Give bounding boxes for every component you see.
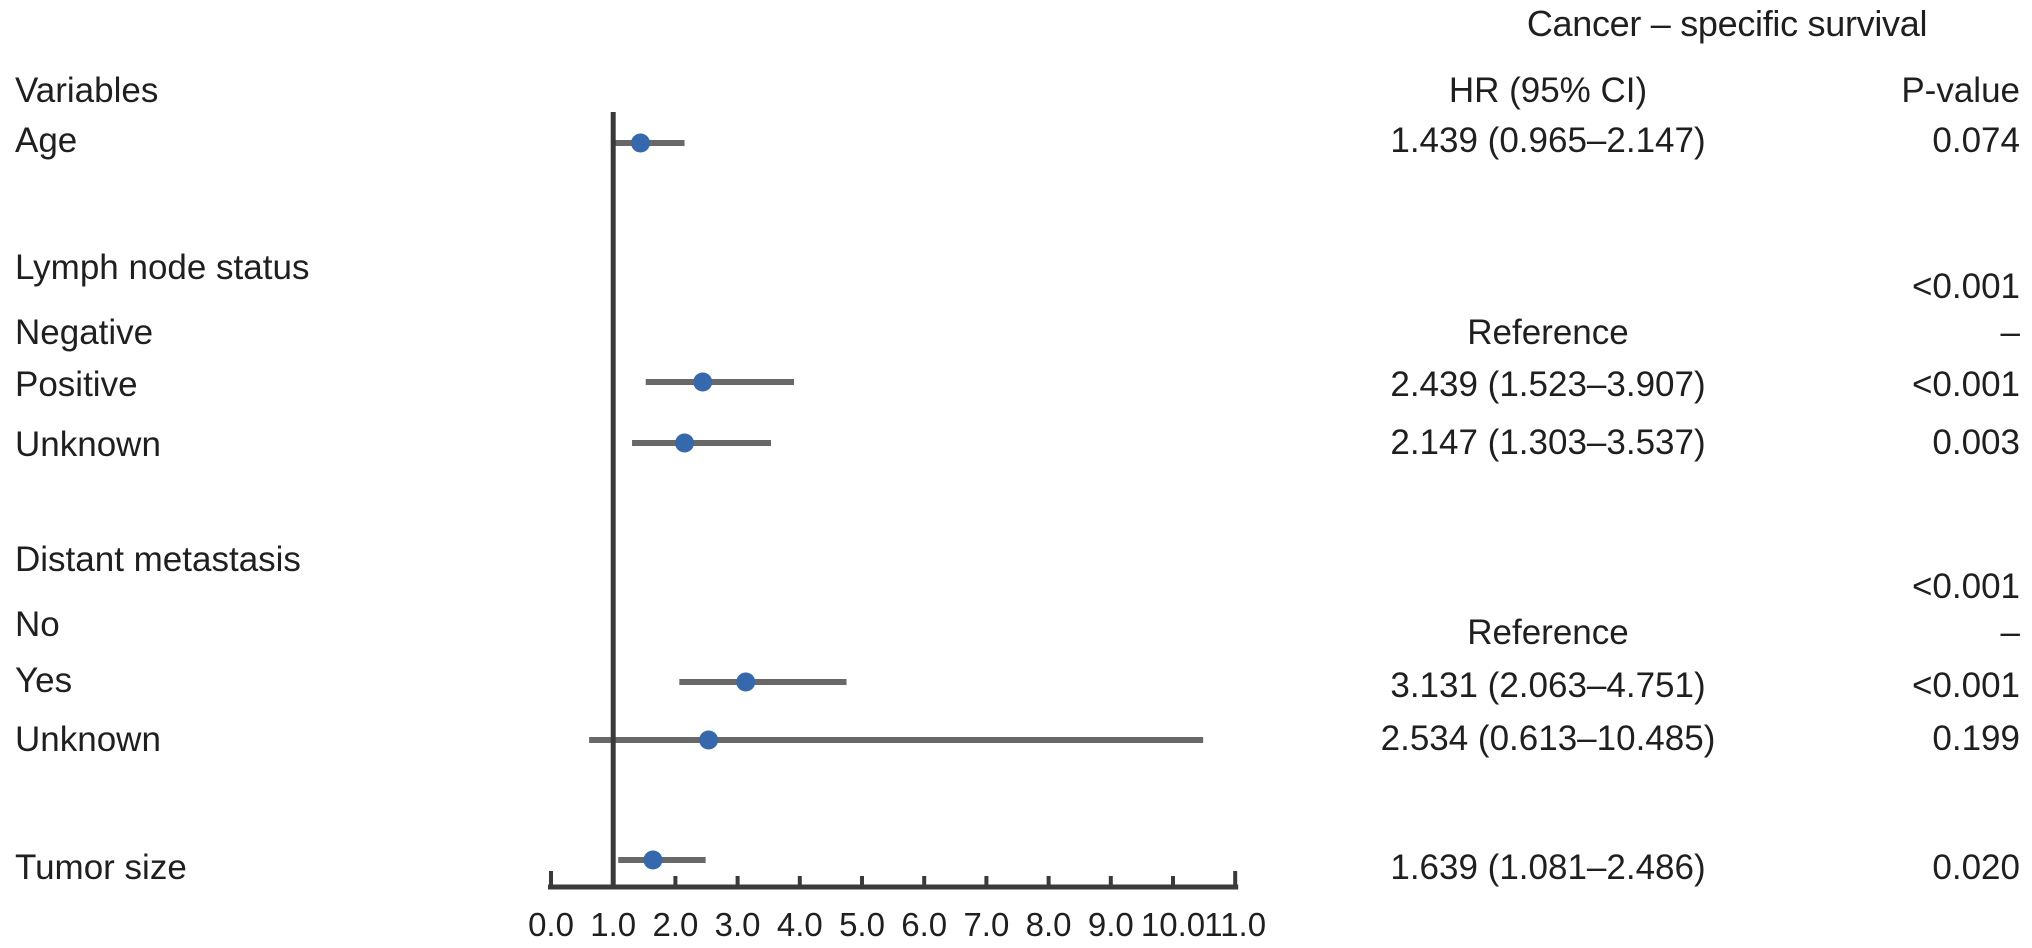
- row-hr-ci: 1.639 (1.081–2.486): [1390, 848, 1706, 887]
- p-value-column-header: P-value: [1901, 71, 2020, 110]
- row-p-value: <0.001: [1911, 365, 2020, 404]
- row-p-value: –: [2000, 613, 2020, 652]
- hr-point-dot: [736, 672, 756, 692]
- row-hr-ci: 1.439 (0.965–2.147): [1390, 121, 1706, 160]
- row-hr-ci: Reference: [1467, 613, 1629, 652]
- row-label: Positive: [15, 365, 138, 404]
- row-label: Tumor size: [15, 848, 187, 887]
- x-axis-tick-label: 1.0: [590, 906, 636, 943]
- row-hr-ci: 2.147 (1.303–3.537): [1390, 423, 1706, 462]
- x-axis-tick-label: 11.0: [1204, 906, 1266, 943]
- hr-point-dot: [693, 372, 713, 392]
- hr-ci-column-header: HR (95% CI): [1448, 71, 1648, 110]
- row-label: Unknown: [15, 720, 161, 759]
- chart-title: Cancer – specific survival: [1526, 3, 1928, 44]
- row-p-value: 0.199: [1932, 719, 2020, 758]
- row-p-value: –: [2000, 313, 2020, 352]
- row-label: Yes: [15, 661, 73, 700]
- x-axis-tick-label: 0.0: [528, 906, 574, 943]
- row-p-value: <0.001: [1911, 267, 2020, 306]
- row-label: Unknown: [15, 425, 161, 464]
- row-label: No: [15, 605, 60, 644]
- row-hr-ci: 3.131 (2.063–4.751): [1390, 666, 1706, 705]
- row-hr-ci: 2.439 (1.523–3.907): [1390, 365, 1706, 404]
- row-p-value: <0.001: [1911, 567, 2020, 606]
- row-label: Negative: [15, 313, 154, 352]
- row-label: Distant metastasis: [15, 540, 301, 579]
- x-axis-tick-label: 10.0: [1141, 906, 1205, 943]
- variables-column-header: Variables: [15, 71, 159, 110]
- row-p-value: 0.020: [1932, 848, 2020, 887]
- hr-point-dot: [675, 433, 695, 453]
- x-axis-tick-label: 6.0: [901, 906, 947, 943]
- hr-point-dot: [631, 133, 651, 153]
- row-hr-ci: Reference: [1467, 313, 1629, 352]
- x-axis-tick-label: 5.0: [839, 906, 885, 943]
- x-axis-tick-label: 3.0: [715, 906, 761, 943]
- row-p-value: 0.074: [1932, 121, 2020, 160]
- row-hr-ci: 2.534 (0.613–10.485): [1380, 719, 1716, 758]
- x-axis-tick-label: 7.0: [963, 906, 1009, 943]
- hr-point-dot: [699, 730, 719, 750]
- row-label: Age: [15, 121, 78, 160]
- x-axis-tick-label: 4.0: [777, 906, 823, 943]
- row-p-value: 0.003: [1932, 423, 2020, 462]
- row-label: Lymph node status: [15, 248, 310, 287]
- x-axis-tick-label: 8.0: [1026, 906, 1072, 943]
- x-axis-tick-label: 9.0: [1088, 906, 1134, 943]
- x-axis-tick-label: 2.0: [652, 906, 698, 943]
- hr-point-dot: [643, 850, 663, 870]
- row-p-value: <0.001: [1911, 666, 2020, 705]
